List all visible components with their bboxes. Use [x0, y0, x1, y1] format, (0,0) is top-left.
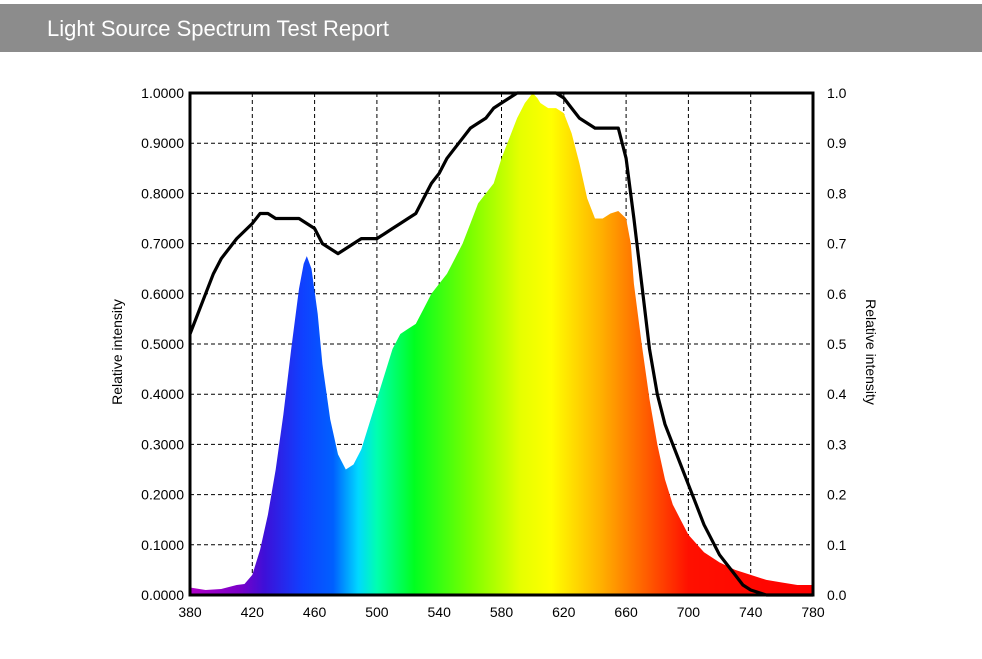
- spectrum-curve-line: [188, 91, 813, 597]
- x-tick-label: 540: [428, 604, 452, 620]
- y-tick-label: 0.2000: [141, 487, 184, 503]
- y2-tick-label: 0.0: [827, 587, 847, 603]
- y-tick-label: 0.7000: [141, 236, 184, 252]
- x-tick-label: 620: [552, 604, 576, 620]
- y2-tick-label: 0.4: [827, 386, 847, 402]
- y2-tick-label: 0.1: [827, 537, 847, 553]
- y2-tick-label: 0.7: [827, 236, 847, 252]
- y-tick-label: 1.0000: [141, 85, 184, 101]
- x-tick-label: 500: [365, 604, 389, 620]
- y-tick-label: 0.0000: [141, 587, 184, 603]
- y-tick-label: 0.4000: [141, 386, 184, 402]
- y-tick-label: 0.6000: [141, 286, 184, 302]
- x-tick-label: 700: [677, 604, 701, 620]
- plot-frame: [188, 91, 815, 597]
- y2-tick-label: 0.9: [827, 135, 847, 151]
- report-header: Light Source Spectrum Test Report: [0, 4, 982, 52]
- y2-axis-label: Relative intensity: [863, 299, 879, 405]
- x-tick-label: 780: [801, 604, 825, 620]
- y-tick-label: 0.3000: [141, 436, 184, 452]
- y2-tick-label: 1.0: [827, 85, 847, 101]
- y2-tick-label: 0.8: [827, 185, 847, 201]
- y2-tick-label: 0.6: [827, 286, 847, 302]
- x-tick-label: 380: [178, 604, 202, 620]
- y2-tick-label: 0.3: [827, 436, 847, 452]
- x-tick-label: 460: [303, 604, 327, 620]
- y-axis-label: Relative intensity: [109, 299, 125, 405]
- y-tick-label: 0.8000: [141, 185, 184, 201]
- x-tick-label: 740: [739, 604, 763, 620]
- x-tick-label: 660: [614, 604, 638, 620]
- x-tick-label: 420: [241, 604, 265, 620]
- spectrum-fill-area: [190, 93, 813, 595]
- y2-tick-label: 0.5: [827, 336, 847, 352]
- y2-tick-label: 0.2: [827, 487, 847, 503]
- x-tick-label: 580: [490, 604, 514, 620]
- y-tick-label: 0.5000: [141, 336, 184, 352]
- report-title: Light Source Spectrum Test Report: [47, 16, 389, 41]
- y-tick-label: 0.1000: [141, 537, 184, 553]
- y-tick-label: 0.9000: [141, 135, 184, 151]
